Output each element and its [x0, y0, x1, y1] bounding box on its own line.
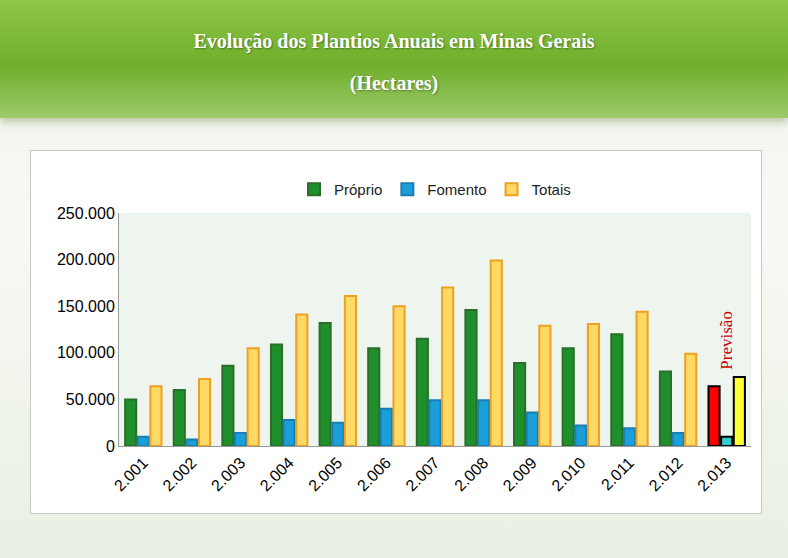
svg-text:0: 0 [106, 438, 115, 455]
svg-text:2.004: 2.004 [257, 454, 297, 494]
svg-text:50.000: 50.000 [66, 391, 115, 408]
svg-text:150.000: 150.000 [57, 298, 115, 315]
svg-text:2.009: 2.009 [500, 454, 540, 494]
svg-text:2.010: 2.010 [548, 454, 588, 494]
svg-text:2.013: 2.013 [694, 454, 734, 494]
svg-text:250.000: 250.000 [57, 205, 115, 222]
svg-text:Fomento: Fomento [427, 181, 486, 198]
svg-text:2.007: 2.007 [402, 454, 442, 494]
svg-text:2.006: 2.006 [354, 454, 394, 494]
svg-text:Totais: Totais [532, 181, 571, 198]
svg-text:2.008: 2.008 [451, 454, 491, 494]
svg-text:2.012: 2.012 [646, 454, 686, 494]
svg-text:2.003: 2.003 [208, 454, 248, 494]
html-text:Evolução dos Plantios Anuais e: Evolução dos Plantios Anuais em Minas Ge… [193, 30, 595, 52]
svg-text:2.005: 2.005 [305, 454, 345, 494]
svg-text:Próprio: Próprio [334, 181, 382, 198]
svg-text:2.001: 2.001 [111, 454, 151, 494]
svg-text:100.000: 100.000 [57, 344, 115, 361]
svg-text:Previsão: Previsão [717, 311, 736, 370]
svg-text:2.002: 2.002 [159, 454, 199, 494]
svg-text:200.000: 200.000 [57, 251, 115, 268]
html-text:(Hectares): (Hectares) [349, 72, 439, 94]
svg-text:2.011: 2.011 [598, 454, 638, 494]
